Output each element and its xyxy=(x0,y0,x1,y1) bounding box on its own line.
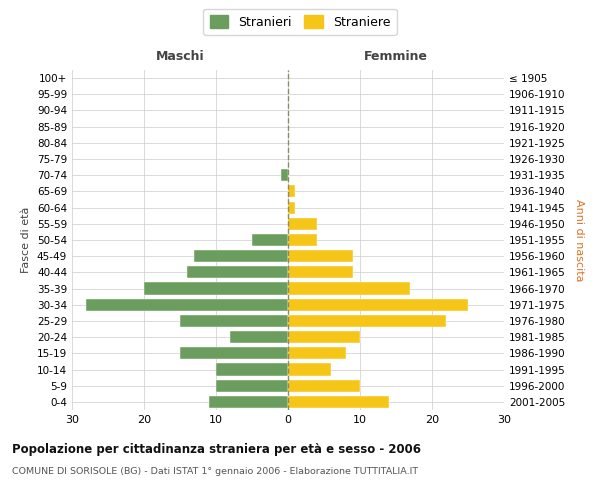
Bar xyxy=(216,380,288,392)
Bar xyxy=(288,218,317,230)
Bar xyxy=(281,169,288,181)
Text: Popolazione per cittadinanza straniera per età e sesso - 2006: Popolazione per cittadinanza straniera p… xyxy=(12,442,421,456)
Bar xyxy=(86,298,288,311)
Bar xyxy=(216,364,288,376)
Bar xyxy=(180,315,288,327)
Legend: Stranieri, Straniere: Stranieri, Straniere xyxy=(203,8,397,35)
Bar xyxy=(209,396,288,408)
Bar xyxy=(288,364,331,376)
Bar xyxy=(288,250,353,262)
Bar xyxy=(288,266,353,278)
Text: Maschi: Maschi xyxy=(155,50,205,63)
Bar xyxy=(288,380,360,392)
Bar xyxy=(288,202,295,213)
Y-axis label: Anni di nascita: Anni di nascita xyxy=(574,198,584,281)
Bar xyxy=(252,234,288,246)
Bar xyxy=(288,298,468,311)
Bar xyxy=(194,250,288,262)
Bar xyxy=(144,282,288,294)
Bar xyxy=(288,348,346,360)
Bar xyxy=(288,234,317,246)
Bar xyxy=(288,331,360,343)
Bar xyxy=(180,348,288,360)
Y-axis label: Fasce di età: Fasce di età xyxy=(22,207,31,273)
Text: COMUNE DI SORISOLE (BG) - Dati ISTAT 1° gennaio 2006 - Elaborazione TUTTITALIA.I: COMUNE DI SORISOLE (BG) - Dati ISTAT 1° … xyxy=(12,468,418,476)
Bar xyxy=(288,315,446,327)
Bar xyxy=(288,282,410,294)
Text: Femmine: Femmine xyxy=(364,50,428,63)
Bar xyxy=(288,186,295,198)
Bar xyxy=(288,396,389,408)
Bar xyxy=(187,266,288,278)
Bar xyxy=(230,331,288,343)
